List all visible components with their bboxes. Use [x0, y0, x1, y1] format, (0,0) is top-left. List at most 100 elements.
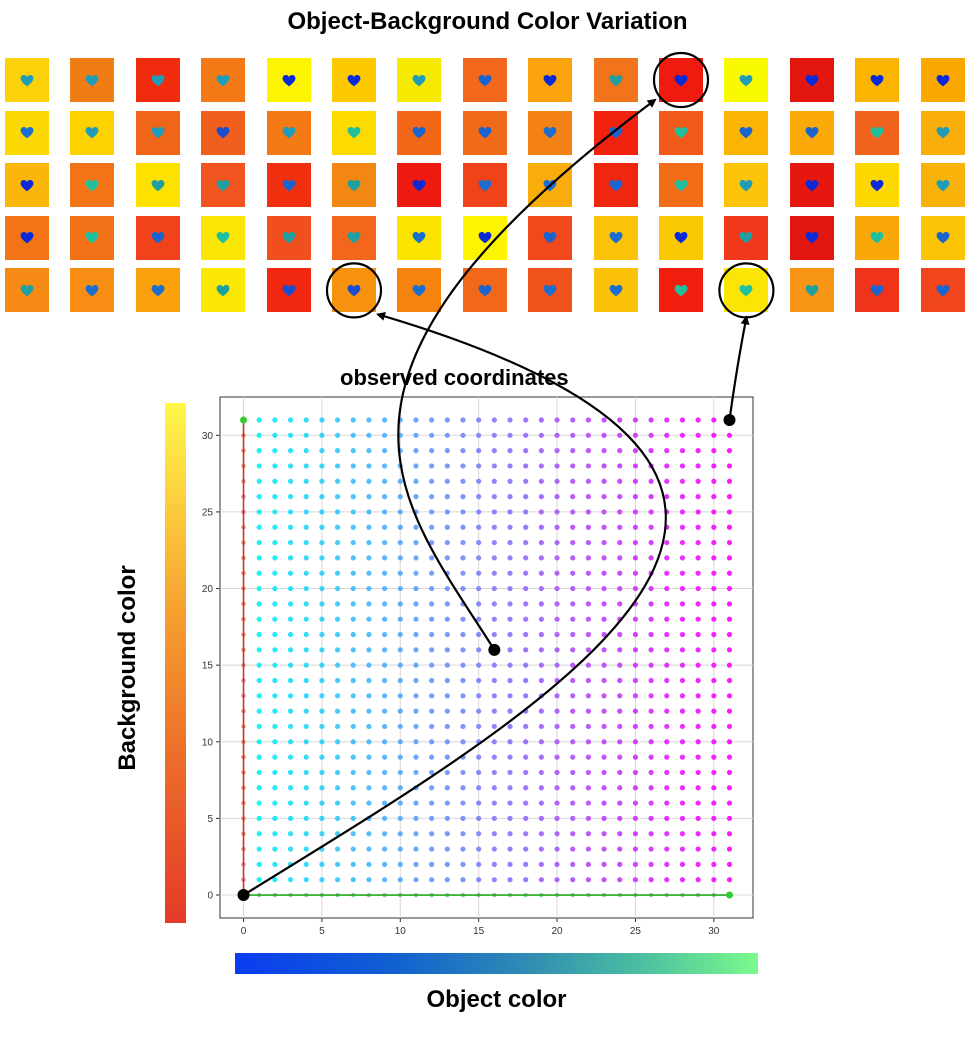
data-point [334, 693, 341, 699]
data-point [334, 463, 341, 469]
data-point [538, 739, 544, 745]
data-point [429, 693, 435, 699]
data-point [476, 693, 482, 699]
data-point [444, 647, 450, 653]
data-point [554, 831, 560, 837]
axis-point [241, 739, 246, 744]
data-point [585, 831, 591, 837]
data-point [429, 478, 435, 484]
data-point [601, 494, 607, 500]
data-point [632, 785, 639, 791]
data-point [679, 846, 686, 852]
data-point [679, 478, 686, 484]
data-point [334, 509, 341, 515]
axis-point [460, 892, 466, 898]
data-point [664, 754, 670, 760]
data-point [397, 524, 403, 530]
data-point [334, 417, 341, 423]
data-point [617, 800, 623, 806]
data-point [726, 539, 733, 546]
color-tile [201, 110, 246, 155]
data-point [319, 539, 325, 546]
heart-icon [216, 232, 230, 244]
data-point [585, 815, 591, 821]
data-point [272, 662, 278, 668]
color-tile [593, 110, 638, 155]
data-point [648, 616, 654, 622]
data-point [476, 585, 482, 592]
data-point [507, 539, 513, 546]
data-point [272, 601, 278, 607]
data-point [601, 432, 607, 438]
data-point [397, 616, 403, 622]
data-point [366, 448, 372, 454]
axis-point [241, 877, 246, 882]
data-point [444, 846, 450, 852]
data-point [679, 754, 686, 760]
data-point [397, 677, 403, 684]
data-point [319, 815, 325, 821]
color-tile [462, 163, 507, 208]
data-point [256, 494, 262, 500]
heart-icon [282, 179, 296, 192]
data-point [617, 601, 623, 607]
data-point [272, 647, 278, 653]
data-point [711, 585, 717, 592]
y-tick-label: 20 [202, 584, 214, 595]
data-point [726, 463, 733, 469]
heart-icon [20, 74, 34, 86]
data-point [726, 815, 733, 821]
axis-point [680, 892, 685, 898]
data-point [366, 739, 372, 745]
data-point [476, 785, 482, 791]
data-point [601, 754, 607, 760]
data-point [319, 432, 325, 438]
data-point [366, 754, 372, 760]
heart-icon [85, 232, 99, 244]
data-point [366, 769, 372, 776]
data-point [711, 723, 717, 730]
data-point [397, 739, 403, 745]
data-point [256, 662, 262, 668]
data-point [429, 494, 435, 500]
data-point [366, 877, 372, 883]
data-point [287, 861, 294, 867]
data-point [303, 432, 309, 438]
data-point [664, 831, 670, 837]
data-point [476, 800, 482, 806]
data-point [570, 800, 576, 806]
data-point [413, 723, 419, 730]
data-point [491, 739, 497, 745]
axis-point [241, 525, 246, 530]
data-point [585, 448, 591, 454]
data-point [695, 570, 701, 576]
background-color-bar [165, 403, 186, 923]
heart-icon [543, 232, 557, 244]
axis-point [241, 800, 246, 806]
axis-point [241, 463, 246, 469]
data-point [460, 478, 466, 484]
data-point [350, 723, 356, 730]
heart-icon [347, 127, 361, 139]
heart-icon [805, 127, 819, 139]
data-point [570, 585, 576, 592]
data-point [460, 570, 466, 576]
data-point [256, 432, 262, 438]
data-point [429, 524, 435, 530]
data-point [272, 448, 278, 454]
data-point [726, 631, 733, 638]
data-point [585, 432, 591, 438]
data-point [570, 693, 576, 699]
data-point [726, 739, 733, 745]
data-point [617, 463, 623, 469]
data-point [366, 601, 372, 607]
data-point [601, 815, 607, 821]
data-point [303, 846, 309, 852]
data-point [366, 693, 372, 699]
color-tile [266, 58, 311, 102]
data-point [679, 723, 686, 730]
heart-icon [543, 74, 557, 86]
data-point [287, 662, 294, 668]
data-point [272, 432, 278, 438]
data-point [287, 448, 294, 454]
